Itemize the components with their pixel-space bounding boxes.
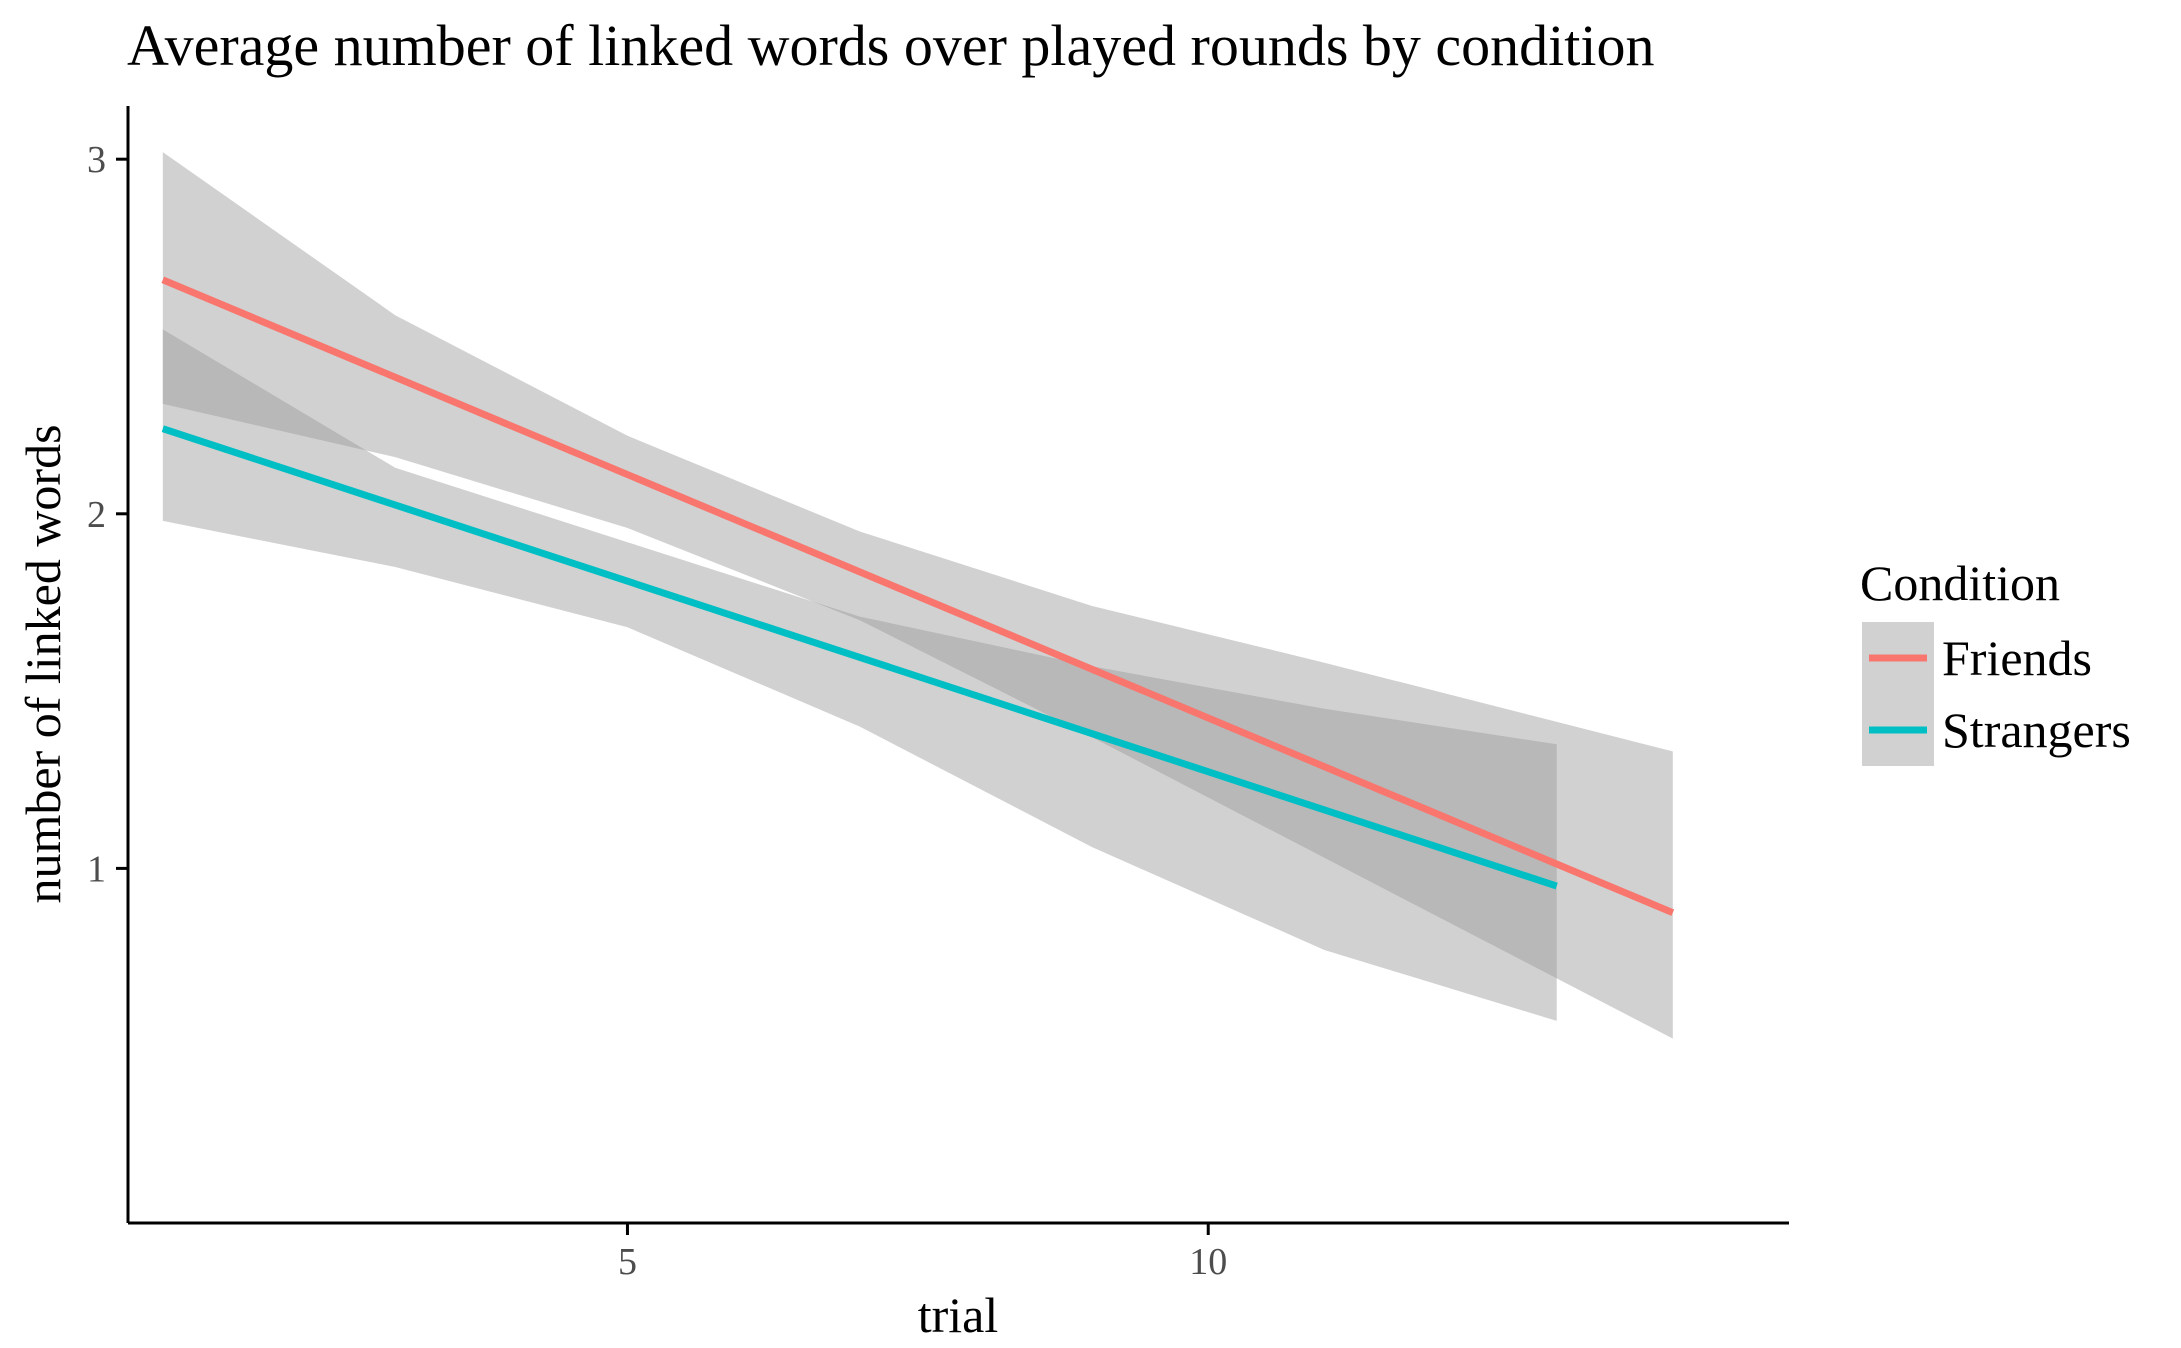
y-tick-label: 1 bbox=[87, 848, 106, 890]
x-ticks: 5 10 bbox=[618, 1223, 1227, 1283]
legend-item-friends: Friends bbox=[1862, 622, 2092, 694]
y-ticks: 1 2 3 bbox=[87, 139, 128, 890]
chart-title: Average number of linked words over play… bbox=[127, 13, 1654, 78]
y-tick-label: 3 bbox=[87, 139, 106, 181]
legend-title: Condition bbox=[1860, 555, 2060, 611]
series-line-friends bbox=[161, 276, 1675, 916]
plot-area bbox=[161, 152, 1675, 1039]
legend-label: Strangers bbox=[1942, 702, 2131, 758]
ci-band-strangers bbox=[162, 329, 1557, 1021]
legend-label: Friends bbox=[1942, 630, 2092, 686]
legend: Condition Friends Strangers bbox=[1860, 555, 2131, 766]
series-lines bbox=[161, 276, 1675, 916]
series-line-strangers bbox=[161, 425, 1558, 890]
legend-item-strangers: Strangers bbox=[1862, 694, 2131, 766]
y-tick-label: 2 bbox=[87, 494, 106, 536]
y-axis-title: number of linked words bbox=[15, 424, 71, 903]
x-tick-label: 5 bbox=[618, 1241, 637, 1283]
x-axis-title: trial bbox=[918, 1287, 999, 1343]
x-tick-label: 10 bbox=[1189, 1241, 1227, 1283]
